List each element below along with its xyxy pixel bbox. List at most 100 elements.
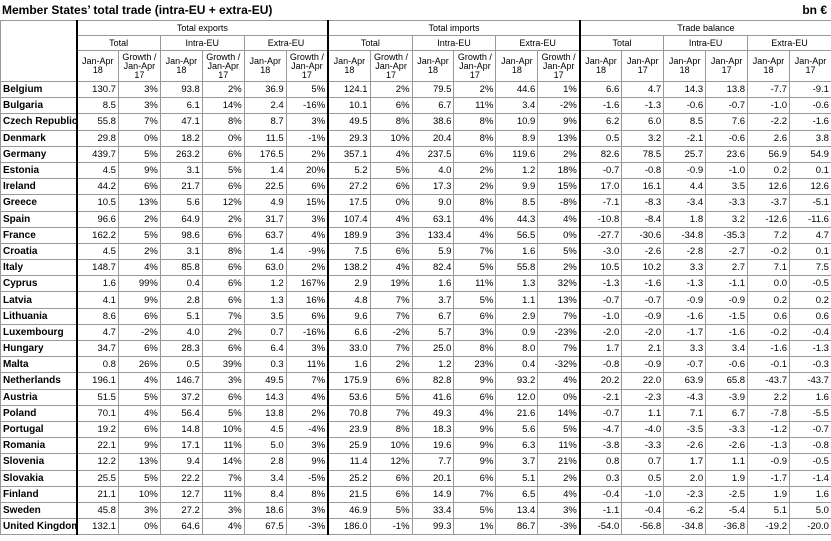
cell: -2.3 [663, 485, 707, 503]
cell: 119.6 [495, 145, 539, 163]
cell: -3.3 [621, 437, 665, 455]
cell: 25.7 [663, 145, 707, 163]
cell: 11% [453, 275, 497, 293]
data-row: Slovenia 12.2 13% 9.4 14% 2.8 9% 11.4 12% 7.7 9% 3.… [0, 453, 831, 471]
data-row: Cyprus 1.6 99% 0.4 6% 1.2 167% 2.9 19% 1.6 11% 1.3 3… [0, 275, 831, 293]
cell: 4.7 [75, 323, 119, 342]
cell: 263.2 [159, 145, 203, 163]
cell: 6.6 [327, 323, 371, 342]
cell: -4.0 [621, 420, 665, 439]
cell: 63.1 [411, 210, 455, 228]
cell: 13% [537, 291, 581, 309]
cell: 5% [117, 145, 161, 163]
cell: -1.7 [663, 323, 707, 342]
cell: 3% [117, 97, 161, 115]
cell: 8% [453, 194, 497, 212]
cell: -2% [117, 323, 161, 342]
cell: 0.2 [747, 161, 790, 180]
column-header: Growth / Jan-Apr 17 [117, 50, 161, 82]
cell: 6% [117, 178, 161, 196]
cell: 9% [117, 161, 161, 180]
data-row: Spain 96.6 2% 64.9 2% 31.7 3% 107.4 4% 63.1 4% 44.3… [0, 210, 831, 228]
group-header: Trade balance [578, 20, 831, 36]
cell: -1.7 [747, 469, 790, 487]
data-row: Poland 70.1 4% 56.4 5% 13.8 2% 70.8 7% 49.3 4% 21.6… [0, 404, 831, 422]
cell: 13% [117, 453, 161, 471]
cell: -0.4 [789, 323, 831, 342]
data-row: Slovakia 25.5 5% 22.2 7% 3.4 -5% 25.2 6% 20.1 6% 5.… [0, 469, 831, 487]
cell: 19.6 [411, 437, 455, 455]
cell: 2.8 [159, 291, 203, 309]
subgroup-header: Extra-EU [495, 35, 581, 51]
cell: 2% [369, 80, 413, 99]
cell: 22.2 [159, 469, 203, 487]
cell: 0.8 [75, 356, 119, 374]
cell: 12% [201, 194, 245, 212]
cell: 5% [537, 420, 581, 439]
cell: 17.3 [411, 178, 455, 196]
cell: 54.9 [789, 145, 831, 163]
cell: 4.0 [159, 323, 203, 342]
cell: -1% [369, 518, 413, 536]
data-row: Bulgaria 8.5 3% 6.1 14% 2.4 -16% 10.1 6% 6.7 11% 3.… [0, 97, 831, 115]
cell: 0% [369, 194, 413, 212]
cell: 26% [117, 356, 161, 374]
cell: 2% [285, 145, 329, 163]
cell: 107.4 [327, 210, 371, 228]
cell: 4.5 [243, 420, 287, 439]
cell: 6% [117, 420, 161, 439]
title: Member States’ total trade (intra-EU + e… [2, 3, 273, 17]
cell: 132.1 [75, 518, 119, 536]
cell: 21% [537, 453, 581, 471]
cell: 11% [201, 485, 245, 503]
cell: -2.3 [621, 388, 665, 406]
data-row: Netherlands 196.1 4% 146.7 3% 49.5 7% 175.9 6% 82… [0, 372, 831, 390]
country: Croatia [0, 242, 77, 261]
cell: -0.7 [789, 420, 831, 439]
cell: 9% [117, 437, 161, 455]
cell: 20% [285, 161, 329, 180]
cell: -5% [285, 469, 329, 487]
cell: 176.5 [243, 145, 287, 163]
cell: 4.7 [621, 80, 665, 99]
cell: 0% [117, 129, 161, 147]
country: Czech Republic [0, 113, 77, 131]
cell: -56.8 [621, 518, 665, 536]
cell: -8.3 [621, 194, 665, 212]
cell: 5% [117, 388, 161, 406]
cell: 5.0 [789, 501, 831, 520]
cell: 7.2 [747, 226, 790, 244]
cell: 55.8 [75, 113, 119, 131]
cell: -3.9 [705, 388, 749, 406]
cell: 53.6 [327, 388, 371, 406]
cell: -30.6 [621, 226, 665, 244]
cell: 15% [285, 194, 329, 212]
cell: 2.0 [663, 469, 707, 487]
cell: 5.1 [495, 469, 539, 487]
cell: 9% [453, 437, 497, 455]
column-header: Jan-Apr 18 [327, 50, 371, 82]
cell: -3.0 [578, 242, 623, 261]
cell: 7% [369, 339, 413, 358]
cell: 2.4 [243, 97, 287, 115]
data-row: Malta 0.8 26% 0.5 39% 0.3 11% 1.6 2% 1.2 23% 0.4 -32… [0, 356, 831, 374]
cell: 1.3 [243, 291, 287, 309]
cell: 3.4 [243, 469, 287, 487]
cell: 82.6 [578, 145, 623, 163]
cell: 2% [201, 323, 245, 342]
cell: -7.8 [747, 404, 790, 422]
cell: -0.9 [621, 356, 665, 374]
cell: 3% [201, 501, 245, 520]
cell: 14% [201, 453, 245, 471]
cell: 6.2 [578, 113, 623, 131]
cell: -9.1 [789, 80, 831, 99]
column-header: Jan-Apr 18 [411, 50, 455, 82]
cell: 9% [537, 113, 581, 131]
cell: 14.8 [159, 420, 203, 439]
cell: 47.1 [159, 113, 203, 131]
data-row: Estonia 4.5 9% 3.1 5% 1.4 20% 5.2 5% 4.0 2% 1.2 18% -… [0, 161, 831, 180]
cell: 19.2 [75, 420, 119, 439]
country: Sweden [0, 501, 77, 520]
cell: -0.2 [747, 323, 790, 342]
cell: 49.5 [243, 372, 287, 390]
